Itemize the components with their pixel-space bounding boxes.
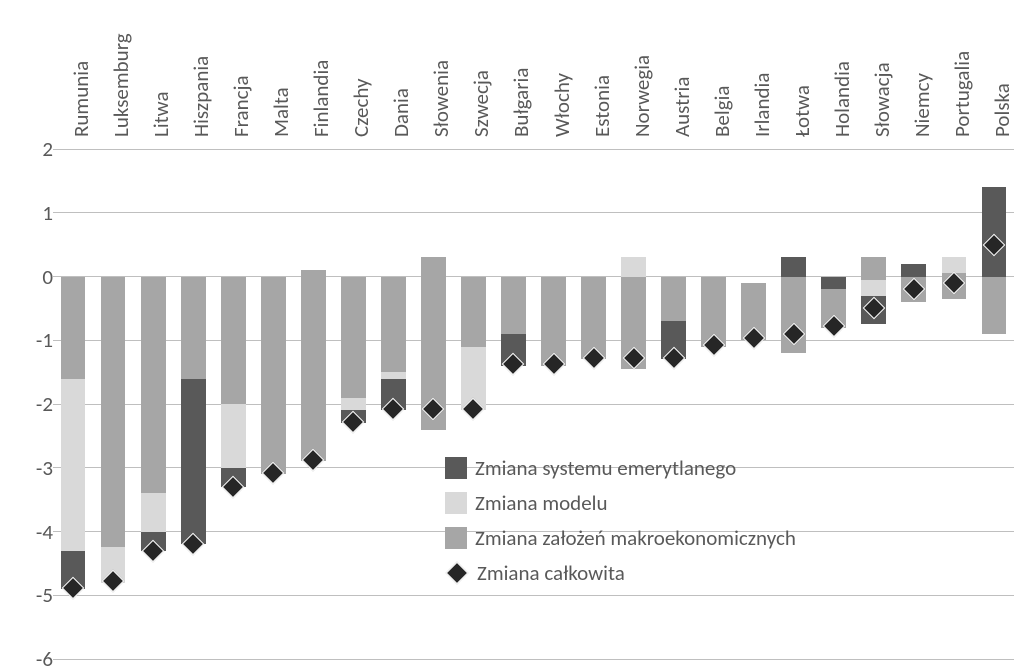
legend-swatch xyxy=(445,492,467,514)
x-category-label: Austria xyxy=(669,77,695,137)
bar-segment xyxy=(261,277,286,475)
legend-item: Zmiana systemu emerytlanego xyxy=(445,450,796,485)
y-tick-label: -2 xyxy=(0,391,63,417)
legend-diamond-icon xyxy=(446,561,469,584)
legend-label: Zmiana założeń makroekonomicznych xyxy=(475,525,796,551)
x-category-label: Włochy xyxy=(549,73,575,137)
bar-segment xyxy=(181,379,206,545)
x-category-label: Litwa xyxy=(148,91,174,137)
legend-label: Zmiana modelu xyxy=(475,490,608,516)
gridline xyxy=(53,149,1014,150)
gridline xyxy=(53,659,1014,660)
y-tick-label: -5 xyxy=(0,582,63,608)
x-category-label: Irlandia xyxy=(749,73,775,137)
y-tick-label: -6 xyxy=(0,646,63,672)
x-category-label: Rumunia xyxy=(68,61,94,137)
legend-swatch xyxy=(445,457,467,479)
y-tick-label: -4 xyxy=(0,519,63,545)
bar-segment xyxy=(861,257,886,279)
bar-segment xyxy=(982,187,1007,276)
y-tick-label: -1 xyxy=(0,327,63,353)
x-category-label: Szwecja xyxy=(468,70,494,137)
legend-item: Zmiana modelu xyxy=(445,485,796,520)
bar-segment xyxy=(621,257,646,276)
y-tick-label: -3 xyxy=(0,455,63,481)
bar-segment xyxy=(861,280,886,296)
x-category-label: Finlandia xyxy=(308,60,334,137)
bar-segment xyxy=(381,277,406,373)
bar-segment xyxy=(982,277,1007,334)
bar-segment xyxy=(901,264,926,277)
legend: Zmiana systemu emerytlanego Zmiana modelu… xyxy=(445,450,796,590)
x-category-label: Bułgaria xyxy=(508,68,534,137)
x-category-label: Słowenia xyxy=(428,60,454,137)
x-category-label: Malta xyxy=(268,87,294,137)
bar-segment xyxy=(661,277,686,322)
x-category-label: Luksemburg xyxy=(108,33,134,137)
x-category-label: Hiszpania xyxy=(188,56,214,137)
bar-segment xyxy=(61,277,86,379)
x-category-label: Belgia xyxy=(709,86,735,137)
legend-item: Zmiana całkowita xyxy=(445,555,796,590)
chart: -6 -5 -4 -3 -2 -1 0 1 2Rumunia Luksemburg Litwa His… xyxy=(0,0,1024,669)
bar-segment xyxy=(781,257,806,276)
bar-segment xyxy=(341,398,366,411)
x-category-label: Polska xyxy=(989,83,1015,137)
y-tick-label: 2 xyxy=(0,136,63,162)
bar-segment xyxy=(821,277,846,290)
x-category-label: Czechy xyxy=(348,79,374,138)
gridline xyxy=(53,595,1014,596)
x-category-label: Łotwa xyxy=(789,85,815,137)
gridline xyxy=(53,212,1014,213)
bar-segment xyxy=(461,277,486,347)
bar-segment xyxy=(141,277,166,494)
bar-segment xyxy=(61,379,86,551)
x-category-label: Estonia xyxy=(589,75,615,137)
bar-segment xyxy=(501,277,526,334)
bar-segment xyxy=(141,493,166,531)
legend-label: Zmiana systemu emerytlanego xyxy=(475,455,736,481)
legend-label: Zmiana całkowita xyxy=(477,560,625,586)
x-category-label: Portugalia xyxy=(949,51,975,137)
bar-segment xyxy=(221,277,246,405)
bar-segment xyxy=(181,277,206,379)
legend-swatch xyxy=(445,527,467,549)
x-category-label: Niemcy xyxy=(909,73,935,137)
bar-segment xyxy=(301,270,326,461)
y-tick-label: 0 xyxy=(0,264,63,290)
bar-segment xyxy=(221,404,246,468)
legend-item: Zmiana założeń makroekonomicznych xyxy=(445,520,796,555)
bar-segment xyxy=(101,277,126,548)
bar-segment xyxy=(341,277,366,398)
x-category-label: Norwegia xyxy=(629,55,655,137)
y-tick-label: 1 xyxy=(0,200,63,226)
x-category-label: Dania xyxy=(388,88,414,137)
x-category-label: Francja xyxy=(228,75,254,137)
x-category-label: Holandia xyxy=(829,61,855,137)
x-category-label: Słowacja xyxy=(869,62,895,137)
